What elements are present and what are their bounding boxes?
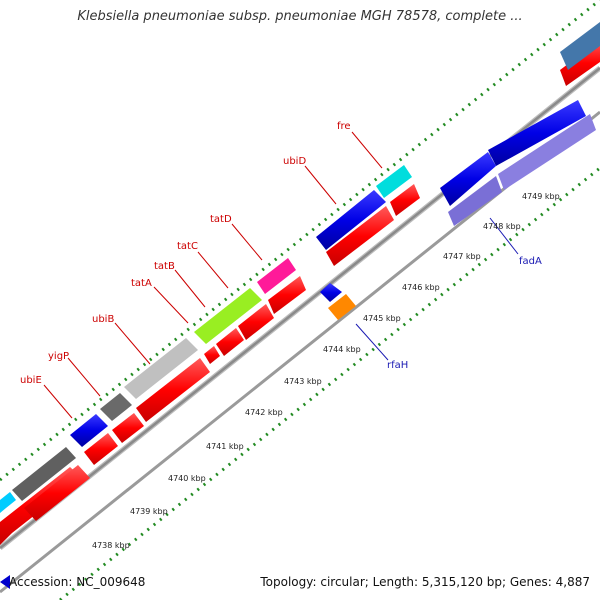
gene-ubiB[interactable]	[124, 338, 198, 399]
gene-blue-b[interactable]	[488, 100, 586, 166]
label-fadA[interactable]: fadA	[519, 256, 542, 267]
kbp-label: 4749 kbp	[522, 192, 560, 201]
gene-labels-inner: rfaH fadA	[387, 256, 542, 371]
gene-red-5[interactable]	[136, 358, 210, 422]
kbp-label: 4743 kbp	[284, 377, 322, 386]
gene-blue-a[interactable]	[440, 152, 496, 206]
accession-label: Accession: NC_009648	[9, 575, 146, 589]
kbp-label: 4744 kbp	[323, 345, 361, 354]
gene-red-7[interactable]	[216, 328, 244, 356]
inner-pointers	[355, 217, 519, 361]
gene-red-4[interactable]	[112, 413, 144, 443]
kbp-labels: 4738 kbp 4739 kbp 4740 kbp 4741 kbp 4742…	[92, 192, 560, 550]
gene-steel-1[interactable]	[560, 22, 600, 70]
nav-left-icon[interactable]	[0, 575, 10, 589]
label-ubiB[interactable]: ubiB	[92, 314, 114, 325]
gene-orange[interactable]	[328, 294, 356, 320]
kbp-label: 4745 kbp	[363, 314, 401, 323]
gene-grey-2[interactable]	[100, 393, 132, 421]
kbp-label: 4738 kbp	[92, 541, 130, 550]
gene-red-11[interactable]	[390, 184, 420, 216]
gene-fadB[interactable]	[498, 114, 596, 190]
gene-red-3[interactable]	[84, 433, 118, 465]
gene-red-6[interactable]	[204, 346, 220, 364]
gene-yigP[interactable]	[70, 414, 108, 447]
gene-rfaH[interactable]	[320, 283, 342, 302]
gene-red-9[interactable]	[268, 276, 306, 314]
gene-grey-1[interactable]	[12, 447, 76, 501]
gene-tatD[interactable]	[257, 258, 296, 294]
kbp-label: 4748 kbp	[483, 222, 521, 231]
gene-fadA[interactable]	[448, 176, 502, 226]
kbp-label: 4742 kbp	[245, 408, 283, 417]
kbp-label: 4747 kbp	[443, 252, 481, 261]
gene-tatA[interactable]	[194, 288, 262, 344]
label-ubiE[interactable]: ubiE	[20, 375, 42, 386]
gene-red-8[interactable]	[238, 304, 274, 340]
reverse-genes	[320, 22, 600, 320]
summary-label: Topology: circular; Length: 5,315,120 bp…	[260, 575, 590, 589]
gene-red-2[interactable]	[24, 465, 90, 521]
label-tatD[interactable]: tatD	[210, 214, 232, 225]
forward-genes-lower	[0, 40, 600, 545]
label-tatC[interactable]: tatC	[177, 241, 198, 252]
gene-ubiE[interactable]	[0, 492, 16, 513]
tick-track-outer	[0, 0, 600, 482]
map-title: Klebsiella pneumoniae subsp. pneumoniae …	[77, 9, 523, 24]
gene-red-10[interactable]	[326, 206, 394, 266]
tick-track-inner	[59, 166, 600, 600]
label-fre[interactable]: fre	[337, 121, 351, 132]
kbp-label: 4739 kbp	[130, 507, 168, 516]
gene-fre[interactable]	[376, 165, 412, 198]
kbp-label: 4741 kbp	[206, 442, 244, 451]
gene-ubiD[interactable]	[316, 190, 386, 250]
label-rfaH[interactable]: rfaH	[387, 360, 408, 371]
kbp-label: 4746 kbp	[402, 283, 440, 292]
label-yigP[interactable]: yigP	[48, 351, 69, 362]
kbp-label: 4740 kbp	[168, 474, 206, 483]
forward-genes-upper	[0, 165, 412, 513]
label-tatB[interactable]: tatB	[154, 261, 175, 272]
label-tatA[interactable]: tatA	[131, 278, 152, 289]
outer-pointers	[43, 131, 383, 419]
label-ubiD[interactable]: ubiD	[283, 156, 306, 167]
gene-labels-outer: ubiE yigP ubiB tatA tatB tatC tatD ubiD …	[20, 121, 351, 386]
